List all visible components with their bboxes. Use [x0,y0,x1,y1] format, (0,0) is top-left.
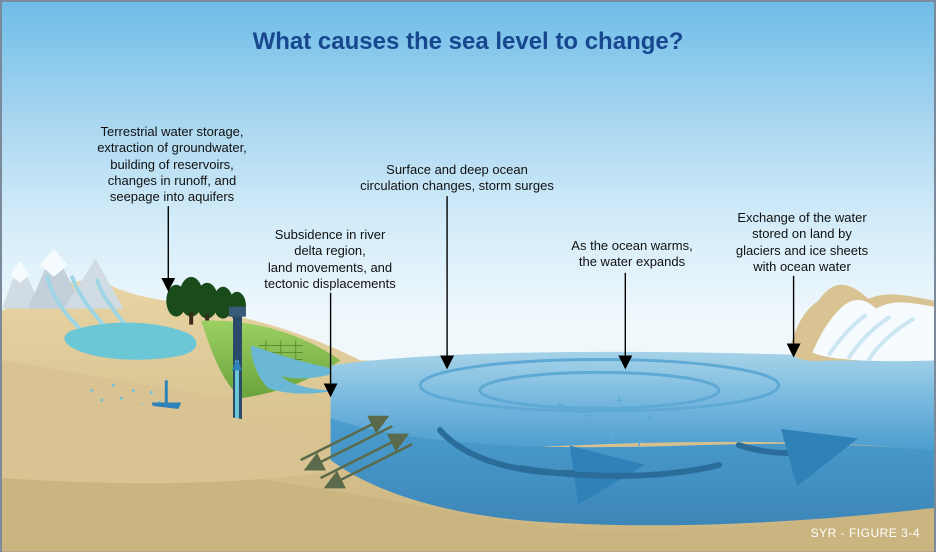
diagram-title: What causes the sea level to change? [2,28,934,56]
annotation-terrestrial: Terrestrial water storage, extraction of… [62,124,282,205]
annotation-expansion: As the ocean warms, the water expands [542,238,722,271]
ocean-surface [331,352,934,450]
scene-illustration [2,2,934,552]
figure-attribution: SYR - FIGURE 3-4 [811,526,920,540]
annotation-circulation: Surface and deep ocean circulation chang… [332,162,582,195]
diagram-frame: What causes the sea level to change? Ter… [0,0,936,552]
annotation-subsidence: Subsidence in river delta region, land m… [230,227,430,292]
annotation-glaciers: Exchange of the water stored on land by … [702,210,902,275]
glacier-right [790,285,934,361]
